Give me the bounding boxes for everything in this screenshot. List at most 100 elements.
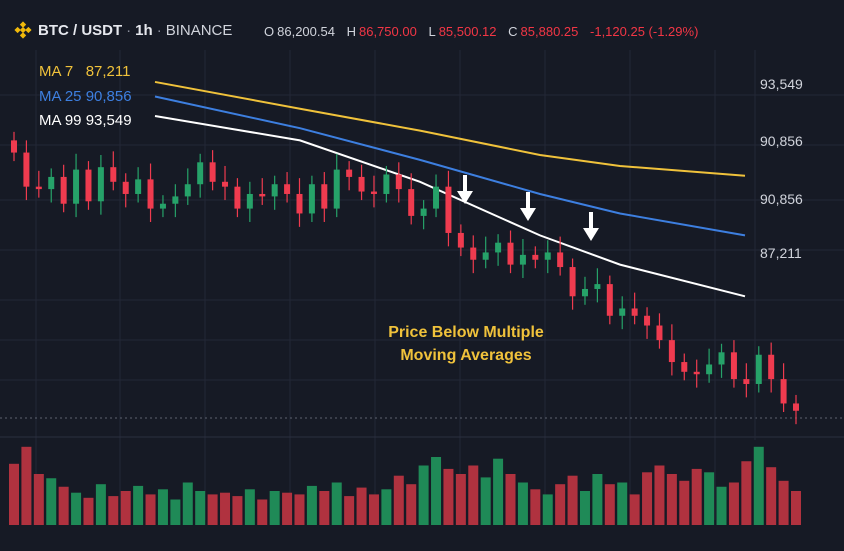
- volume-bar-32: [406, 484, 417, 525]
- volume-bar-22: [282, 492, 293, 525]
- candle-9: [122, 173, 129, 208]
- legend-ma99-value: 93,549: [85, 112, 132, 129]
- volume-bar-1: [21, 446, 32, 525]
- ma7-line: [154, 80, 746, 177]
- volume-bar-30: [381, 489, 392, 525]
- candle-25: [321, 172, 328, 222]
- open-value: 86,200.54: [277, 24, 335, 39]
- candle-24: [308, 175, 315, 222]
- candle-29: [370, 175, 377, 208]
- candle-3: [48, 168, 55, 203]
- candle-36: [457, 224, 464, 257]
- volume-bar-45: [567, 475, 578, 525]
- exchange-label: BINANCE: [165, 21, 233, 39]
- binance-logo-icon: [14, 21, 32, 39]
- volume-bar-12: [157, 489, 168, 525]
- legend-ma99[interactable]: MA 99 93,549: [39, 112, 132, 129]
- volume-bar-13: [170, 499, 181, 525]
- open-key: O: [264, 24, 275, 39]
- volume-bar-34: [431, 457, 442, 525]
- volume-bar-14: [182, 482, 193, 525]
- volume-bar-54: [679, 480, 690, 525]
- candle-59: [743, 363, 750, 398]
- candle-5: [73, 153, 80, 218]
- volume-bar-4: [58, 486, 69, 525]
- ohlc-readout: O 86,200.54 H 86,750.00 L 85,500.12 C 85,880…: [264, 24, 706, 39]
- volume-bar-47: [592, 474, 603, 525]
- high-value: 86,750.00: [358, 24, 417, 39]
- arrow-2: [520, 192, 536, 221]
- volume-bar-19: [244, 489, 255, 525]
- y-axis-label-2: 90,856: [760, 133, 803, 149]
- y-axis-label-3: 90,856: [760, 191, 803, 207]
- volume-bar-39: [493, 458, 504, 525]
- volume-bar-57: [716, 486, 727, 525]
- candle-12: [159, 195, 166, 218]
- candle-44: [557, 236, 564, 276]
- volume-bar-49: [617, 482, 628, 525]
- volume-bar-10: [133, 485, 144, 525]
- volume-bar-2: [33, 474, 44, 525]
- volume-bar-7: [95, 484, 106, 525]
- candle-53: [668, 324, 675, 376]
- candle-8: [110, 151, 117, 191]
- candle-17: [222, 165, 229, 201]
- candle-32: [408, 173, 415, 225]
- volume-bar-37: [468, 465, 479, 525]
- volume-bar-29: [368, 494, 379, 525]
- candle-34: [433, 174, 440, 218]
- volume-bar-35: [443, 468, 454, 525]
- candle-49: [619, 296, 626, 330]
- pair-label[interactable]: BTC / USDT: [38, 21, 123, 39]
- candle-43: [544, 240, 551, 274]
- volume-bar-6: [83, 497, 94, 525]
- legend-ma25[interactable]: MA 25 90,856: [39, 88, 132, 105]
- legend-ma7-value: 87,211: [85, 63, 131, 80]
- candle-62: [780, 363, 787, 412]
- candle-61: [768, 342, 775, 393]
- candle-11: [147, 163, 154, 222]
- volume-bar-59: [741, 461, 752, 525]
- volume-bar-63: [791, 491, 801, 525]
- volume-bar-18: [232, 496, 243, 525]
- candle-48: [606, 275, 613, 325]
- volume-bar-27: [344, 496, 355, 525]
- candle-39: [495, 234, 502, 266]
- volume-bar-24: [306, 485, 317, 525]
- volume-bar-8: [108, 496, 119, 525]
- volume-bars: [9, 446, 801, 525]
- candle-1: [23, 140, 30, 201]
- candle-23: [296, 178, 303, 227]
- volume-bar-52: [654, 465, 665, 525]
- grid-lines: [0, 50, 844, 520]
- legend-ma7-label: MA 7: [39, 63, 74, 80]
- volume-bar-15: [195, 491, 206, 525]
- candle-13: [172, 184, 179, 218]
- candle-22: [284, 172, 291, 203]
- volume-bar-51: [642, 472, 653, 525]
- volume-bar-42: [530, 489, 541, 525]
- volume-bar-40: [505, 474, 516, 525]
- candle-45: [569, 258, 576, 310]
- volume-bar-62: [778, 480, 789, 525]
- candle-2: [35, 170, 42, 198]
- volume-bar-41: [517, 482, 528, 525]
- candle-60: [755, 346, 762, 393]
- volume-bar-48: [604, 484, 615, 525]
- volume-bar-0: [9, 463, 19, 525]
- candle-51: [644, 307, 651, 339]
- candle-58: [730, 340, 737, 388]
- volume-bar-21: [269, 491, 280, 525]
- interval-label[interactable]: 1h: [135, 21, 153, 39]
- legend-ma7[interactable]: MA 7 87,211: [39, 63, 130, 80]
- candle-28: [358, 164, 365, 201]
- arrow-1: [457, 175, 473, 204]
- candle-14: [184, 168, 191, 205]
- candles: [11, 131, 799, 425]
- candle-63: [793, 394, 799, 425]
- volume-bar-26: [331, 482, 342, 525]
- volume-bar-38: [480, 477, 491, 525]
- candle-15: [197, 153, 204, 198]
- candle-0: [11, 131, 17, 162]
